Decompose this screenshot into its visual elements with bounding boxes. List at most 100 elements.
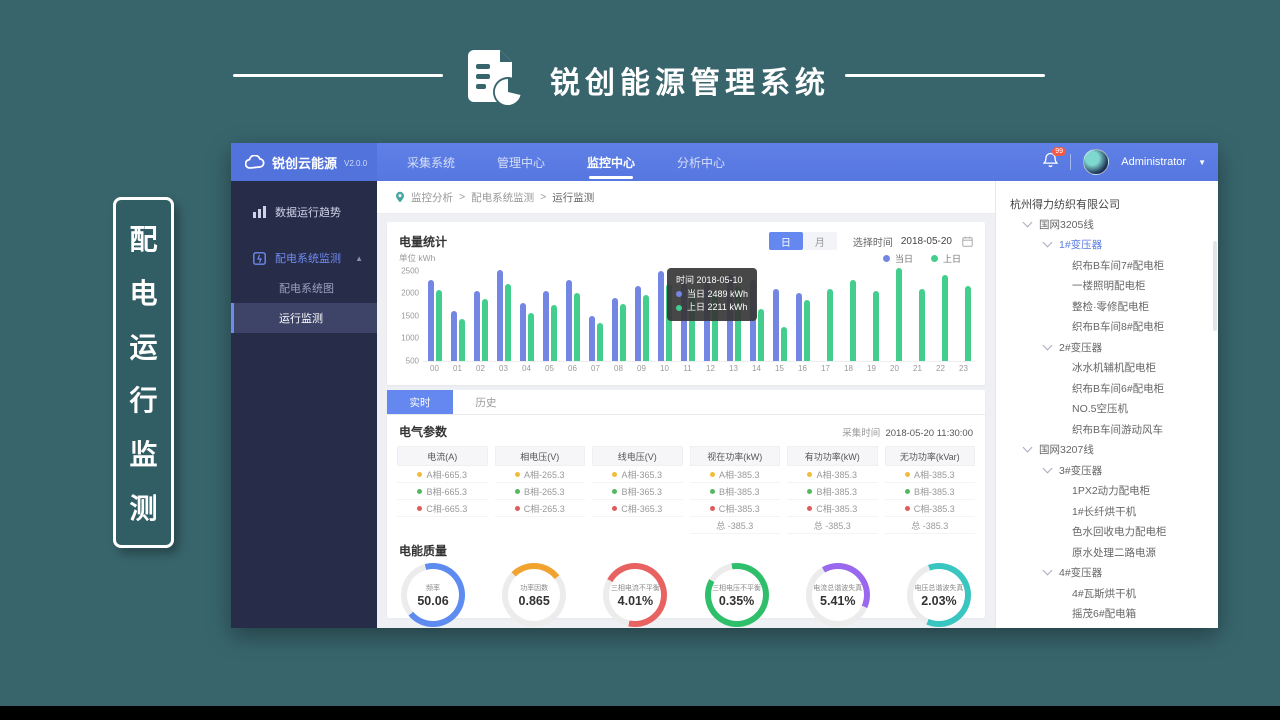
- param-cell: [592, 517, 683, 533]
- x-tick-label: 15: [775, 364, 784, 373]
- tree-node-label: 1PX2动力配电柜: [1072, 485, 1151, 498]
- nav-tab[interactable]: 监控中心: [581, 143, 641, 181]
- param-value: B相-385.3: [718, 486, 760, 497]
- param-value: A相-385.3: [816, 469, 858, 480]
- day-toggle-button[interactable]: 日: [768, 232, 803, 250]
- breadcrumb-item[interactable]: 监控分析: [411, 191, 453, 204]
- username[interactable]: Administrator: [1121, 156, 1187, 168]
- x-axis-labels: 00 01 02 03 04 05 06 07 08 09 10 11 12 13 14 15 16 17 18 19…: [423, 364, 975, 373]
- tree-node-label: 摇茂6#配电箱: [1072, 608, 1137, 621]
- sidebar-item-data-trend[interactable]: 数据运行趋势: [231, 197, 377, 227]
- gauge-label: 电流总谐波失真: [813, 584, 863, 592]
- param-column-header: 电流(A): [397, 446, 488, 466]
- x-tick-label: 06: [568, 364, 577, 373]
- quality-gauge: 三相电压不平衡 0.35%: [704, 563, 769, 627]
- tooltip-dot: [676, 291, 682, 298]
- chart-bar: [795, 293, 802, 361]
- phase-dot: [709, 471, 715, 477]
- tree-node[interactable]: 冰水机辅机配电柜: [1010, 358, 1214, 379]
- phase-dot: [904, 471, 910, 477]
- bottom-black-bar: [0, 706, 1280, 720]
- tree-node[interactable]: 国网3205线: [1010, 214, 1214, 235]
- param-cell: B相-385.3: [689, 483, 780, 500]
- location-pin-icon: [395, 191, 405, 203]
- date-picker-value[interactable]: 2018-05-20: [900, 235, 952, 247]
- sidebar-subitem-run-monitor[interactable]: 运行监测: [231, 303, 377, 333]
- chevron-down-icon[interactable]: ▼: [1198, 157, 1206, 167]
- nav-tab[interactable]: 分析中心: [677, 155, 726, 170]
- bar-group: [515, 266, 538, 361]
- tree-node[interactable]: 4#瓦斯烘干机: [1010, 583, 1214, 604]
- chart-bar: [596, 322, 603, 361]
- breadcrumb-item[interactable]: 配电系统监测: [471, 191, 535, 204]
- notification-bell[interactable]: 99: [1042, 146, 1067, 173]
- sidebar-item-distribution-monitor[interactable]: 配电系统监测 ▲: [231, 243, 377, 273]
- chart-bar: [895, 268, 902, 361]
- x-tick-label: 04: [522, 364, 531, 373]
- tree-node[interactable]: 原水处理二路电源: [1010, 542, 1214, 563]
- tree-node[interactable]: 3#变压器: [1010, 460, 1214, 481]
- tree-node[interactable]: 色水回收电力配电柜: [1010, 522, 1214, 543]
- chevron-down-icon: [1042, 463, 1053, 474]
- tree-node[interactable]: 整检·零修配电柜: [1010, 296, 1214, 317]
- y-axis-ticks: 2500 2000 1500 1000 500: [393, 266, 419, 365]
- param-value: A相-385.3: [913, 469, 955, 480]
- phase-dot: [612, 488, 618, 494]
- tree-node[interactable]: 1PX2动力配电柜: [1010, 481, 1214, 502]
- legend-dot: [882, 255, 890, 262]
- legend-label: 当日: [894, 254, 913, 264]
- tree-node[interactable]: 一楼照明配电柜: [1010, 276, 1214, 297]
- tree-node-label: 织布B车间8#配电柜: [1072, 321, 1165, 334]
- x-tick-label: 10: [660, 364, 669, 373]
- x-tick-label: 22: [936, 364, 945, 373]
- tree-node[interactable]: 织布B车间6#配电柜: [1010, 378, 1214, 399]
- param-value: A相-665.3: [426, 469, 468, 480]
- tree-node-label: 整检·零修配电柜: [1072, 300, 1149, 313]
- tree-node[interactable]: 织布B车间游动风车: [1010, 419, 1214, 440]
- tree-node[interactable]: 4#变压器: [1010, 563, 1214, 584]
- nav-tab[interactable]: 采集系统: [407, 155, 456, 170]
- bar-group: [883, 266, 906, 361]
- chart-bar: [665, 283, 672, 361]
- sidebar-item-label: 配电系统监测: [275, 253, 341, 265]
- quality-gauge: 功率因数 0.865: [502, 563, 567, 627]
- chart-bar: [496, 269, 503, 361]
- scrollbar-thumb[interactable]: [1213, 241, 1217, 331]
- param-value: B相-385.3: [816, 486, 858, 497]
- x-tick-label: 08: [614, 364, 623, 373]
- tree-node-label: 国网3207线: [1039, 444, 1094, 457]
- power-quality-gauges: 频率 50.06 功率因数 0.865 三相电流不平衡 4.01% 三相电压不平衡 0.35%…: [387, 561, 985, 627]
- phase-dot: [709, 488, 715, 494]
- app-logo[interactable]: 锐创云能源 V2.0.0: [231, 143, 377, 181]
- param-column-header: 无功功率(kVar): [884, 446, 975, 466]
- nav-tab[interactable]: 管理中心: [497, 155, 546, 170]
- month-toggle-button[interactable]: 月: [802, 232, 837, 250]
- tree-node[interactable]: 国网3207线: [1010, 440, 1214, 461]
- tree-node[interactable]: NO.7空压机: [1010, 624, 1214, 628]
- calendar-icon[interactable]: [962, 236, 973, 247]
- gauge-value: 2.03%: [921, 593, 957, 608]
- legend-item-yesterday[interactable]: 上日: [930, 252, 961, 265]
- tree-root-company[interactable]: 杭州得力纺织有限公司: [1010, 198, 1120, 211]
- sidebar-subitem-system-diagram[interactable]: 配电系统图: [231, 275, 377, 301]
- tab-realtime[interactable]: 实时: [387, 390, 453, 414]
- legend-item-today[interactable]: 当日: [882, 252, 913, 265]
- tree-node[interactable]: 织布B车间8#配电柜: [1010, 317, 1214, 338]
- chart-bar: [519, 303, 526, 361]
- breadcrumb-item[interactable]: 运行监测: [552, 191, 595, 204]
- tree-node[interactable]: 1#变压器: [1010, 235, 1214, 256]
- param-column: 电流(A) A相-665.3 B相-665.3 C相-665.3: [397, 446, 488, 534]
- tab-history[interactable]: 历史: [475, 396, 497, 409]
- chevron-down-icon: [1042, 237, 1053, 248]
- collect-time: 采集时间 2018-05-20 11:30:00: [842, 427, 973, 439]
- quality-gauge: 频率 50.06: [401, 563, 465, 627]
- tree-node[interactable]: 摇茂6#配电箱: [1010, 604, 1214, 625]
- tooltip-time: 时间 2018-05-10: [676, 275, 743, 285]
- tree-node[interactable]: 2#变压器: [1010, 337, 1214, 358]
- phase-dot: [514, 488, 520, 494]
- avatar[interactable]: [1083, 149, 1110, 175]
- quality-gauge: 电流总谐波失真 5.41%: [805, 563, 870, 627]
- tree-node[interactable]: NO.5空压机: [1010, 399, 1214, 420]
- tree-node[interactable]: 1#长纤烘干机: [1010, 501, 1214, 522]
- tree-node[interactable]: 织布B车间7#配电柜: [1010, 255, 1214, 276]
